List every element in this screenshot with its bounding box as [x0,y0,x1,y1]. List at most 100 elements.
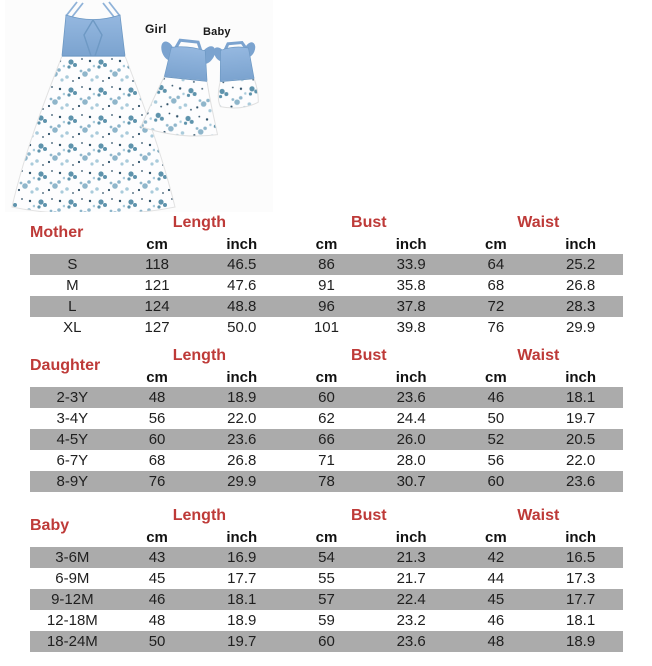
table-title-baby: Baby [30,517,70,534]
size-value: 18.9 [566,633,596,650]
unit-header: cm [315,368,338,386]
group-header-length: Length [172,507,227,524]
size-value: 46 [487,389,505,406]
size-value: 124 [144,298,170,315]
size-value: 62 [318,410,335,427]
size-value: 68 [487,277,505,294]
table-title-mother: Mother [30,224,84,241]
size-value: 19.7 [566,410,596,427]
unit-header: inch [395,235,427,253]
group-header-waist: Waist [517,347,560,364]
size-value: 118 [145,256,170,273]
size-value: 60 [318,389,335,406]
size-value: 59 [318,612,335,629]
size-value: 26.0 [396,431,426,448]
size-value: 55 [318,570,335,587]
table-row: 18-24M 50 19.7 60 23.6 48 18.9 [30,631,623,652]
size-value: 64 [487,256,505,273]
size-value: 56 [487,452,505,469]
unit-header: cm [485,368,507,386]
size-value: 54 [318,549,335,566]
size-value: 45 [487,591,505,608]
table-row: L 124 48.8 96 37.8 72 28.3 [30,296,623,317]
size-value: 22.4 [396,591,426,608]
unit-header: inch [226,368,258,386]
size-label: 6-9M [55,570,90,587]
girl-dress-graphic [140,38,219,137]
table-row: XL 127 50.0 101 39.8 76 29.9 [30,317,623,338]
table-row: S 118 46.5 86 33.9 64 25.2 [30,254,623,275]
group-header-length: Length [172,214,227,231]
product-photo: Girl Baby [5,0,273,212]
size-value: 50 [487,410,505,427]
size-value: 127 [144,319,170,336]
size-value: 72 [487,298,505,315]
size-value: 23.6 [396,389,426,406]
size-value: 57 [318,591,335,608]
size-value: 23.6 [227,431,257,448]
size-label: 9-12M [51,591,94,608]
size-value: 48 [487,633,505,650]
size-value: 60 [148,431,166,448]
table-row: 3-6M 43 16.9 54 21.3 42 16.5 [30,547,623,568]
unit-header: cm [485,235,507,253]
size-value: 45 [148,570,166,587]
size-value: 44 [487,570,505,587]
size-value: 52 [487,431,505,448]
size-table-baby: Baby Length Bust Waist cm inch cm inch c… [30,505,623,652]
size-value: 18.1 [227,591,257,608]
size-value: 96 [318,298,335,315]
size-value: 21.7 [396,570,426,587]
size-value: 23.2 [396,612,426,629]
size-value: 23.6 [396,633,426,650]
table-row: 8-9Y 76 29.9 78 30.7 60 23.6 [30,471,623,492]
table-title-daughter: Daughter [30,357,101,374]
size-value: 86 [318,256,335,273]
size-value: 19.7 [227,633,257,650]
group-header-bust: Bust [351,507,387,524]
size-value: 37.8 [396,298,426,315]
size-value: 26.8 [227,452,257,469]
size-label: 18-24M [46,633,98,650]
size-table-mother: Mother Length Bust Waist cm inch cm inch… [30,212,623,338]
baby-label: Baby [203,26,231,38]
size-value: 18.9 [227,612,257,629]
size-label: S [67,256,78,273]
group-header-bust: Bust [351,347,387,364]
dresses-illustration [11,1,259,212]
size-value: 50.0 [227,319,257,336]
size-value: 50 [148,633,166,650]
size-label: L [68,298,77,315]
size-value: 17.7 [227,570,257,587]
table-row: 4-5Y 60 23.6 66 26.0 52 20.5 [30,429,623,450]
table-row: 9-12M 46 18.1 57 22.4 45 17.7 [30,589,623,610]
unit-header: inch [565,368,597,386]
size-value: 76 [148,473,166,490]
size-label: 2-3Y [56,389,89,406]
size-value: 26.8 [566,277,596,294]
size-value: 29.9 [227,473,257,490]
table-row: 2-3Y 48 18.9 60 23.6 46 18.1 [30,387,623,408]
group-header-bust: Bust [351,214,387,231]
size-label: XL [63,319,82,336]
size-value: 39.8 [396,319,426,336]
size-value: 48 [148,389,166,406]
unit-header: inch [565,235,597,253]
size-value: 91 [318,277,335,294]
unit-header: inch [565,528,597,546]
size-value: 18.9 [227,389,257,406]
size-label: 12-18M [46,612,98,629]
size-label: 3-6M [55,549,90,566]
size-value: 43 [148,549,166,566]
table-row: 12-18M 48 18.9 59 23.2 46 18.1 [30,610,623,631]
size-value: 23.6 [566,473,596,490]
size-value: 71 [318,452,335,469]
unit-header: cm [315,235,338,253]
unit-header: inch [395,368,427,386]
table-row: 6-7Y 68 26.8 71 28.0 56 22.0 [30,450,623,471]
size-value: 17.7 [566,591,596,608]
group-header-length: Length [172,347,227,364]
unit-header: inch [226,235,258,253]
girl-label: Girl [145,22,167,36]
size-value: 16.9 [227,549,257,566]
